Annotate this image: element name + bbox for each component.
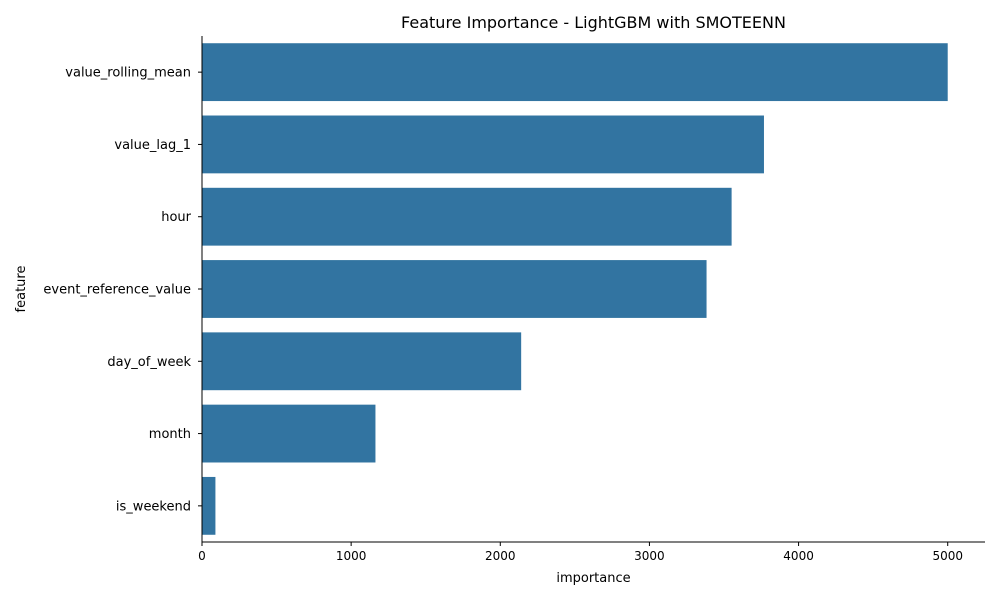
y-tick-label: value_rolling_mean <box>65 66 191 81</box>
x-ticks: 0 1000 2000 3000 4000 5000 <box>198 542 963 563</box>
bar-value-lag-1 <box>202 115 764 174</box>
y-tick-label: event_reference_value <box>43 283 191 298</box>
bar-hour <box>202 187 732 246</box>
bar-day-of-week <box>202 332 522 391</box>
bar-is-weekend <box>202 476 216 535</box>
x-tick-label: 5000 <box>932 549 963 563</box>
bar-value-rolling-mean <box>202 43 948 102</box>
y-tick-label: hour <box>161 210 191 225</box>
x-tick-label: 4000 <box>783 549 814 563</box>
y-axis-label: feature <box>14 266 29 313</box>
bar-month <box>202 404 376 463</box>
bars-group <box>202 43 948 535</box>
y-tick-label: is_weekend <box>116 499 191 514</box>
x-tick-label: 3000 <box>634 549 665 563</box>
x-tick-label: 1000 <box>336 549 367 563</box>
chart-title: Feature Importance - LightGBM with SMOTE… <box>401 13 786 32</box>
x-tick-label: 2000 <box>485 549 516 563</box>
bar-event-reference-value <box>202 260 707 318</box>
y-tick-label: day_of_week <box>107 355 191 370</box>
y-tick-label: value_lag_1 <box>114 138 191 153</box>
x-tick-label: 0 <box>198 549 206 563</box>
y-tick-label: month <box>149 427 191 442</box>
x-axis-label: importance <box>556 571 630 586</box>
